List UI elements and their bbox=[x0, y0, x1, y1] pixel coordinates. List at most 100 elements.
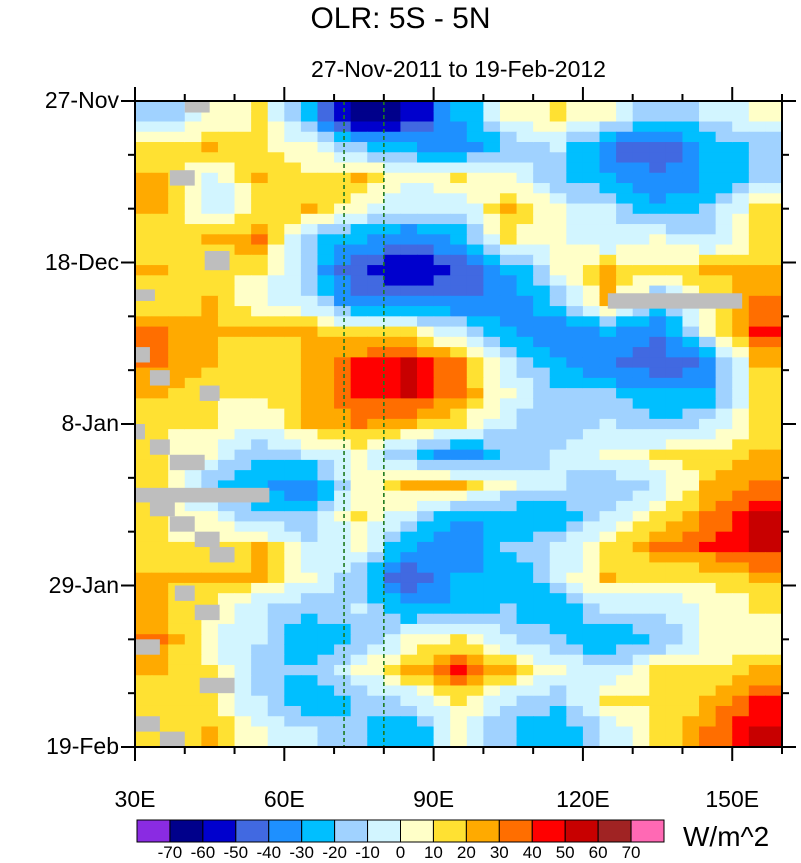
heatmap-cell bbox=[168, 367, 186, 379]
heatmap-cell bbox=[350, 623, 368, 635]
heatmap-cell bbox=[748, 511, 767, 523]
colorbar-label: -50 bbox=[223, 843, 249, 862]
heatmap-cell bbox=[765, 121, 783, 133]
heatmap-cell bbox=[466, 613, 484, 625]
heatmap-cell bbox=[234, 603, 252, 615]
heatmap-cell bbox=[483, 275, 501, 287]
heatmap-cell bbox=[417, 285, 435, 297]
heatmap-cell bbox=[765, 490, 783, 502]
heatmap-cell bbox=[715, 705, 733, 717]
heatmap-cell bbox=[334, 388, 352, 399]
heatmap-cell bbox=[284, 306, 302, 317]
heatmap-cell bbox=[284, 664, 302, 676]
heatmap-cell bbox=[350, 254, 368, 266]
heatmap-cell bbox=[516, 152, 534, 164]
heatmap-cell bbox=[284, 552, 302, 564]
heatmap-cell bbox=[665, 736, 684, 748]
heatmap-cell bbox=[732, 265, 750, 276]
heatmap-cell bbox=[533, 152, 551, 164]
heatmap-cell bbox=[599, 213, 617, 225]
heatmap-cell bbox=[433, 470, 451, 481]
heatmap-cell bbox=[251, 172, 269, 184]
heatmap-cell bbox=[433, 521, 451, 533]
heatmap-cell bbox=[582, 336, 601, 348]
heatmap-cell bbox=[566, 336, 584, 348]
heatmap-cell bbox=[533, 634, 551, 646]
heatmap-cell bbox=[765, 203, 783, 215]
heatmap-cell bbox=[715, 470, 733, 481]
heatmap-cell bbox=[267, 377, 285, 389]
heatmap-cell bbox=[682, 418, 700, 430]
heatmap-cell bbox=[665, 162, 684, 174]
heatmap-cell bbox=[748, 726, 767, 738]
heatmap-cell bbox=[201, 234, 219, 246]
heatmap-cell bbox=[649, 562, 667, 574]
heatmap-cell bbox=[765, 531, 783, 543]
heatmap-cell bbox=[549, 685, 567, 697]
heatmap-cell bbox=[251, 511, 269, 523]
heatmap-cell bbox=[383, 541, 402, 553]
heatmap-cell bbox=[699, 316, 717, 328]
heatmap-cell bbox=[533, 398, 551, 410]
colorbar-label: 40 bbox=[522, 843, 542, 862]
heatmap-cell bbox=[616, 664, 634, 676]
heatmap-cell bbox=[400, 521, 418, 533]
heatmap-cell bbox=[267, 408, 285, 420]
heatmap-cell bbox=[499, 623, 518, 635]
heatmap-cell bbox=[267, 644, 285, 656]
heatmap-cell bbox=[533, 654, 551, 666]
heatmap-cell bbox=[682, 183, 700, 194]
heatmap-cell bbox=[334, 244, 352, 256]
heatmap-cell bbox=[483, 347, 501, 358]
heatmap-cell bbox=[300, 254, 319, 266]
heatmap-cell bbox=[334, 582, 352, 594]
heatmap-cell bbox=[217, 172, 236, 184]
heatmap-cell bbox=[450, 736, 468, 748]
heatmap-cell bbox=[599, 162, 617, 174]
heatmap-cell bbox=[483, 121, 501, 133]
heatmap-cell bbox=[168, 408, 186, 420]
heatmap-cell bbox=[732, 377, 750, 389]
heatmap-cell bbox=[184, 244, 202, 256]
heatmap-cell bbox=[184, 234, 202, 246]
heatmap-cell bbox=[632, 377, 650, 389]
heatmap-cell bbox=[317, 418, 335, 430]
heatmap-cell bbox=[135, 480, 153, 492]
heatmap-cell bbox=[184, 531, 202, 543]
heatmap-cell bbox=[649, 265, 667, 276]
heatmap-cell bbox=[267, 388, 285, 399]
heatmap-cell bbox=[466, 726, 484, 738]
heatmap-cell bbox=[699, 623, 717, 635]
heatmap-cell bbox=[499, 459, 518, 471]
heatmap-cell bbox=[632, 470, 650, 481]
heatmap-cell bbox=[135, 162, 153, 174]
heatmap-cell bbox=[417, 664, 435, 676]
heatmap-cell bbox=[317, 336, 335, 348]
heatmap-cell bbox=[499, 500, 518, 512]
heatmap-cell bbox=[682, 572, 700, 584]
heatmap-cell bbox=[599, 254, 617, 266]
heatmap-cell bbox=[499, 439, 518, 451]
heatmap-cell bbox=[350, 193, 368, 205]
heatmap-cell bbox=[665, 336, 684, 348]
heatmap-cell bbox=[549, 203, 567, 215]
heatmap-cell bbox=[433, 480, 451, 492]
heatmap-cell bbox=[234, 377, 252, 389]
heatmap-cell bbox=[566, 695, 584, 707]
heatmap-cell bbox=[217, 470, 236, 481]
heatmap-cell bbox=[284, 582, 302, 594]
missing-data-block bbox=[135, 716, 160, 732]
heatmap-cell bbox=[350, 613, 368, 625]
heatmap-cell bbox=[732, 357, 750, 369]
heatmap-cell bbox=[317, 295, 335, 307]
heatmap-cell bbox=[135, 572, 153, 584]
missing-data-block bbox=[169, 516, 195, 532]
heatmap-cell bbox=[549, 726, 567, 738]
colorbar-swatch bbox=[136, 819, 171, 843]
heatmap-cell bbox=[649, 439, 667, 451]
heatmap-cell bbox=[483, 562, 501, 574]
heatmap-cell bbox=[267, 418, 285, 430]
heatmap-cell bbox=[251, 562, 269, 574]
heatmap-cell bbox=[367, 449, 385, 461]
heatmap-cell bbox=[417, 531, 435, 543]
